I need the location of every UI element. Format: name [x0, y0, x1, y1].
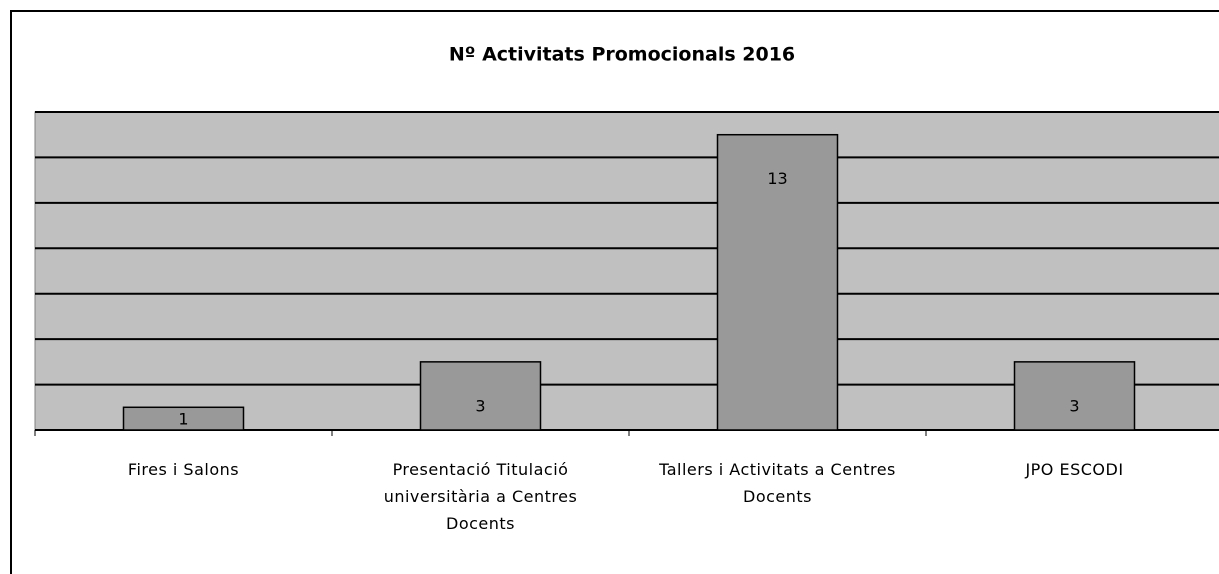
- data-label: 3: [1069, 396, 1079, 415]
- x-tick-label: Tallers i Activitats a Centres Docents: [659, 460, 896, 506]
- data-label: 1: [178, 410, 188, 429]
- bar: [122, 406, 245, 431]
- bar: [419, 361, 542, 431]
- bar: [1013, 361, 1136, 431]
- x-tick-label: Presentació Titulació universitària a Ce…: [383, 460, 578, 533]
- chart-title: Nº Activitats Promocionals 2016: [449, 44, 795, 66]
- bar: [716, 133, 839, 431]
- x-tick-label: Fires i Salons: [127, 460, 240, 479]
- data-label: 3: [475, 396, 485, 415]
- data-label: 13: [767, 169, 787, 188]
- x-tick-label: JPO ESCODI: [1025, 460, 1124, 479]
